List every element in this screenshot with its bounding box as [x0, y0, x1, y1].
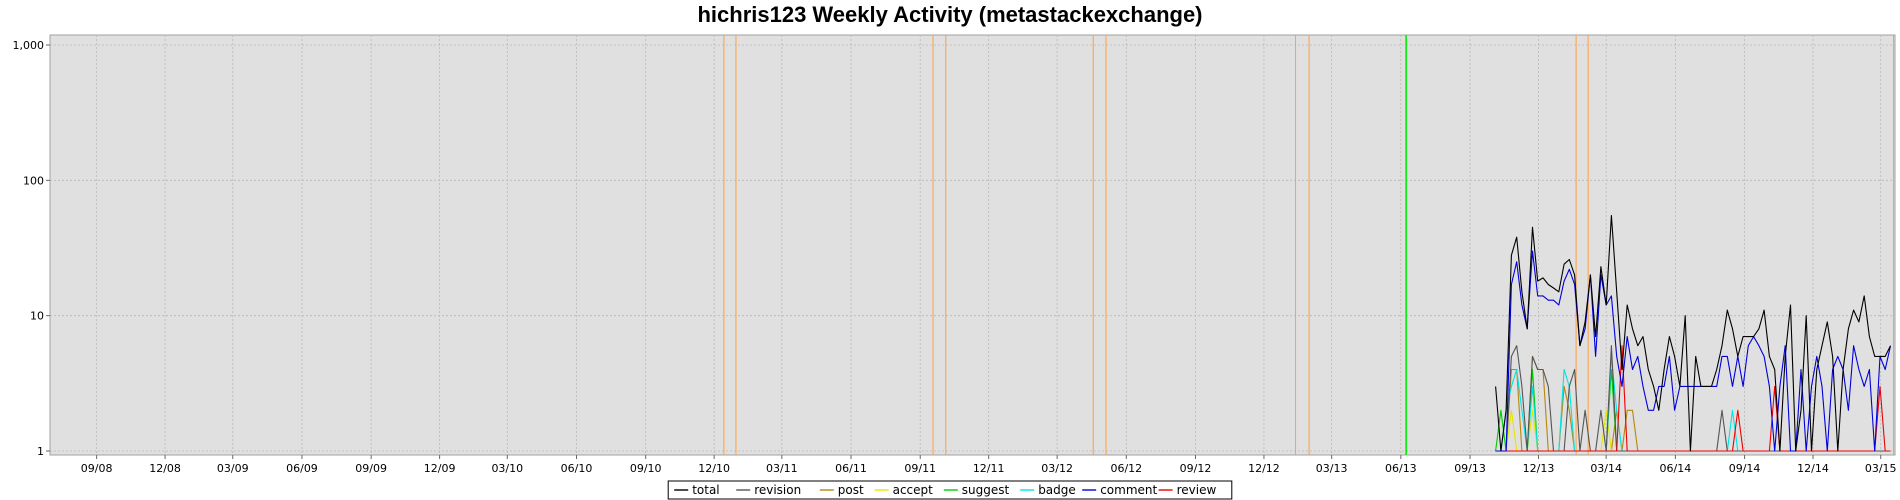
- x-tick-label: 03/12: [1041, 462, 1073, 475]
- legend-label-review: review: [1177, 483, 1217, 497]
- x-tick-label: 09/11: [904, 462, 936, 475]
- x-tick-label: 06/11: [835, 462, 867, 475]
- series-line-total: [1495, 214, 1891, 452]
- chart-title: hichris123 Weekly Activity (metastackexc…: [697, 2, 1202, 27]
- gridlines: [50, 35, 1895, 455]
- x-tick-label: 09/12: [1180, 462, 1212, 475]
- x-tick-label: 06/10: [561, 462, 593, 475]
- legend: total revision post accept suggest badge comme…: [667, 480, 1233, 500]
- x-tick-label: 09/10: [630, 462, 662, 475]
- legend-label-comment: comment: [1100, 483, 1157, 497]
- x-tick-label: 09/14: [1729, 462, 1761, 475]
- x-tick-label: 12/09: [424, 462, 456, 475]
- y-tick-label: 10: [30, 310, 44, 323]
- plot-area: [49, 34, 1896, 456]
- x-tick-label: 06/09: [286, 462, 318, 475]
- x-tick-label: 03/14: [1590, 462, 1622, 475]
- legend-label-badge: badge: [1038, 483, 1076, 497]
- x-tick-label: 03/11: [766, 462, 798, 475]
- x-tick-label: 12/08: [149, 462, 181, 475]
- vertical-markers: [723, 35, 1894, 455]
- x-tick-label: 09/09: [355, 462, 387, 475]
- legend-label-revision: revision: [754, 483, 801, 497]
- y-tick-label: 1: [37, 445, 44, 458]
- x-tick-label: 03/15: [1865, 462, 1897, 475]
- x-tick-label: 06/13: [1385, 462, 1417, 475]
- x-tick-label: 12/12: [1248, 462, 1280, 475]
- x-tick-label: 06/12: [1110, 462, 1142, 475]
- legend-label-suggest: suggest: [962, 483, 1010, 497]
- legend-label-total: total: [692, 483, 719, 497]
- y-tick-label: 1,000: [13, 39, 45, 52]
- x-tick-label: 12/14: [1797, 462, 1829, 475]
- legend-label-accept: accept: [893, 483, 934, 497]
- x-tick-label: 12/11: [973, 462, 1005, 475]
- x-tick-label: 09/13: [1454, 462, 1486, 475]
- series-line-review: [1495, 345, 1891, 452]
- x-tick-label: 06/14: [1660, 462, 1692, 475]
- y-tick-label: 100: [23, 174, 44, 187]
- legend-label-post: post: [838, 483, 864, 497]
- y-axis: 1 10 100 1,000: [13, 39, 50, 458]
- x-tick-label: 12/10: [698, 462, 730, 475]
- series-line-comment: [1495, 250, 1892, 452]
- x-axis: 09/08 12/08 03/09 06/09 09/09 12/09 03/10 06/10…: [81, 455, 1897, 475]
- x-tick-label: 03/10: [491, 462, 523, 475]
- x-tick-label: 03/13: [1316, 462, 1348, 475]
- x-tick-label: 12/13: [1523, 462, 1555, 475]
- x-tick-label: 09/08: [81, 462, 113, 475]
- series-lines: [1495, 214, 1892, 452]
- x-tick-label: 03/09: [217, 462, 249, 475]
